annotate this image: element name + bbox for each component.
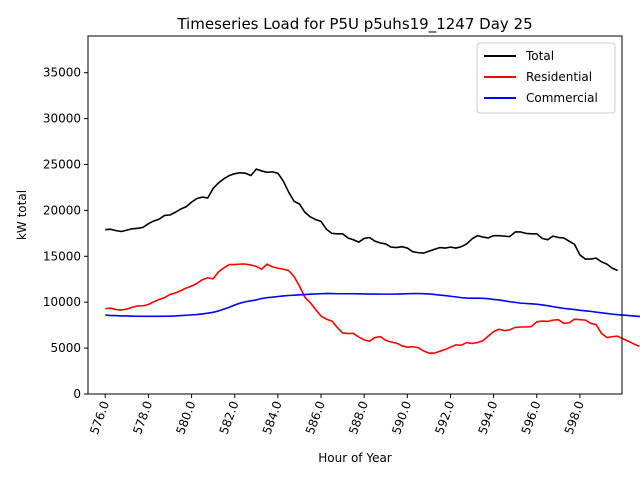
- series-line-total: [105, 168, 618, 272]
- chart-title: Timeseries Load for P5U p5uhs19_1247 Day…: [176, 15, 532, 34]
- y-tick-label: 35000: [43, 66, 81, 80]
- x-axis-label: Hour of Year: [318, 451, 392, 465]
- y-tick-label: 30000: [43, 112, 81, 126]
- y-tick-label: 0: [73, 387, 81, 401]
- legend-label-total: Total: [525, 49, 554, 63]
- legend-box: [476, 42, 616, 114]
- series-layer: [105, 168, 640, 354]
- y-tick-label: 25000: [43, 158, 81, 172]
- legend-label-residential: Residential: [526, 70, 592, 84]
- y-tick-label: 20000: [43, 203, 81, 217]
- y-axis-label: kW total: [15, 190, 29, 240]
- y-tick-label: 10000: [43, 295, 81, 309]
- plot-frame: [87, 35, 623, 395]
- series-line-commercial: [105, 292, 640, 318]
- series-line-residential: [105, 263, 640, 354]
- y-tick-label: 15000: [43, 249, 81, 263]
- y-axis: 0 5000 10000 15000 20000 25000 30000 35000: [43, 66, 88, 401]
- y-tick-label: 5000: [50, 341, 81, 355]
- legend: Total Residential Commercial: [476, 42, 616, 114]
- legend-label-commercial: Commercial: [526, 91, 598, 105]
